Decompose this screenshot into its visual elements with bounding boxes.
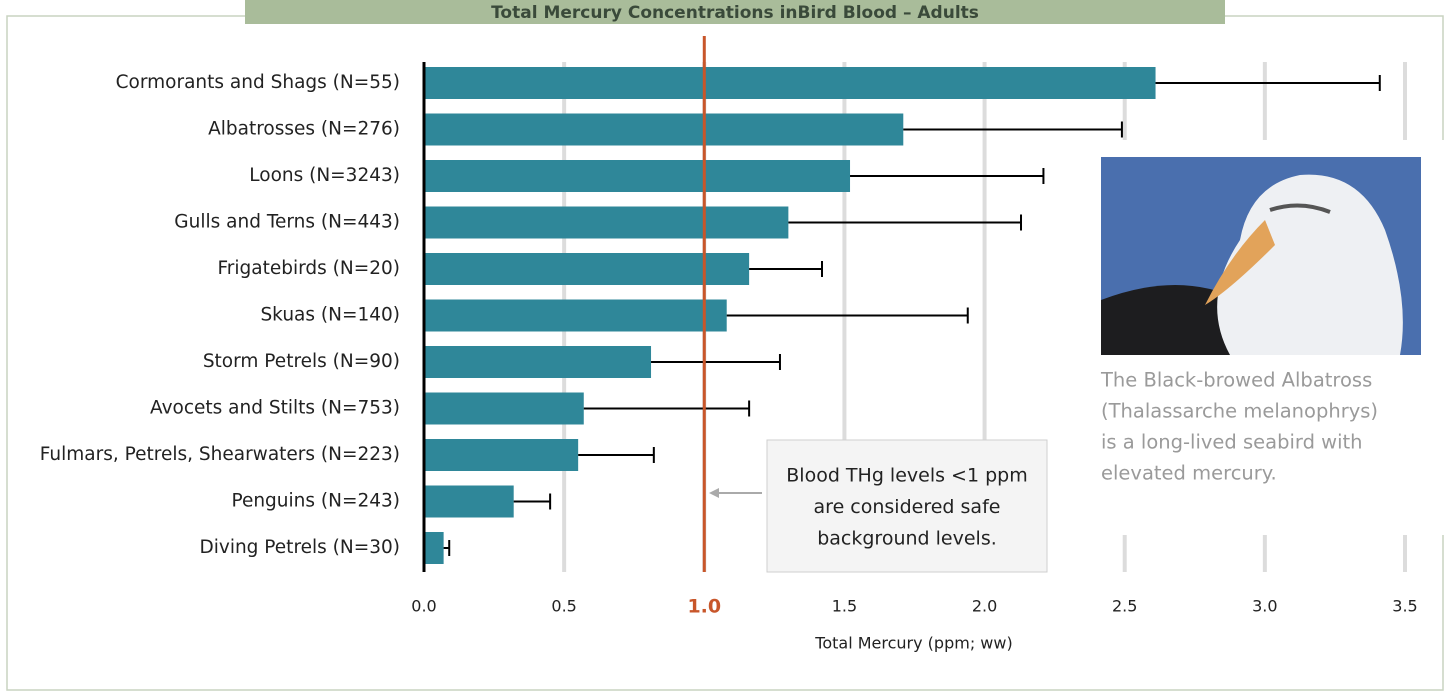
bar <box>424 299 727 332</box>
y-tick-label: Storm Petrels (N=90) <box>203 351 400 372</box>
bar <box>424 67 1156 99</box>
error-bar <box>850 168 1045 184</box>
x-tick-label: 2.0 <box>972 597 997 616</box>
y-tick-label: Penguins (N=243) <box>231 491 400 512</box>
title-banner <box>245 0 1225 24</box>
y-tick-label: Frigatebirds (N=20) <box>218 258 401 279</box>
y-tick-label: Fulmars, Petrels, Shearwaters (N=223) <box>40 444 400 465</box>
caption-line: elevated mercury. <box>1101 462 1277 485</box>
annotation-arrowhead <box>709 488 719 498</box>
x-tick-label: 0.0 <box>411 597 436 616</box>
bars <box>424 36 1381 572</box>
bar <box>424 392 584 425</box>
bar <box>424 346 652 378</box>
photo-bird <box>1217 174 1403 355</box>
bar <box>424 113 904 146</box>
annotation-text: are considered safe <box>814 496 1001 518</box>
caption-line: The Black-browed Albatross <box>1100 369 1372 392</box>
caption-line: (Thalassarche melanophrys) <box>1101 400 1378 423</box>
bar <box>424 485 514 518</box>
photo <box>1101 157 1421 355</box>
error-bar <box>651 354 781 370</box>
photo-caption: The Black-browed Albatross (Thalassarche … <box>1100 369 1378 485</box>
caption-line: is a long-lived seabird with <box>1101 431 1363 454</box>
x-tick-label: 0.5 <box>551 597 576 616</box>
bar <box>424 439 579 471</box>
annotation-text: background levels. <box>817 528 997 550</box>
bar <box>424 206 789 239</box>
y-tick-label: Diving Petrels (N=30) <box>199 537 400 558</box>
y-tick-label: Loons (N=3243) <box>249 165 400 186</box>
bar <box>424 253 750 285</box>
x-tick-label: 3.0 <box>1252 597 1277 616</box>
x-tick-label: 1.0 <box>687 596 721 618</box>
y-tick-label: Cormorants and Shags (N=55) <box>116 72 400 93</box>
x-axis-title: Total Mercury (ppm; ww) <box>814 634 1012 653</box>
annotation-box <box>766 439 1048 573</box>
bar <box>424 532 444 564</box>
error-bar <box>749 261 824 277</box>
x-tick-label: 1.5 <box>832 597 857 616</box>
bar <box>424 160 851 192</box>
photo-beak <box>1205 220 1275 305</box>
error-bar <box>578 447 655 463</box>
y-tick-label: Gulls and Terns (N=443) <box>174 212 400 233</box>
error-bar <box>788 214 1023 231</box>
error-bar <box>583 400 751 417</box>
annotation: Blood THg levels <1 ppm are considered sa… <box>786 465 1027 550</box>
error-bar <box>513 493 552 510</box>
y-tick-label: Avocets and Stilts (N=753) <box>150 398 400 419</box>
x-tick-label: 3.5 <box>1392 597 1417 616</box>
y-tick-label: Skuas (N=140) <box>260 305 400 326</box>
error-bar <box>903 121 1123 138</box>
chart-title: Total Mercury Concentrations inBird Bloo… <box>491 3 979 23</box>
error-bar <box>443 540 451 556</box>
error-bar <box>726 307 969 324</box>
annotation-text: Blood THg levels <1 ppm <box>786 465 1027 487</box>
photo-brow <box>1269 203 1331 214</box>
y-tick-label: Albatrosses (N=276) <box>208 119 400 140</box>
x-tick-label: 2.5 <box>1112 597 1137 616</box>
error-bar <box>1155 75 1381 91</box>
